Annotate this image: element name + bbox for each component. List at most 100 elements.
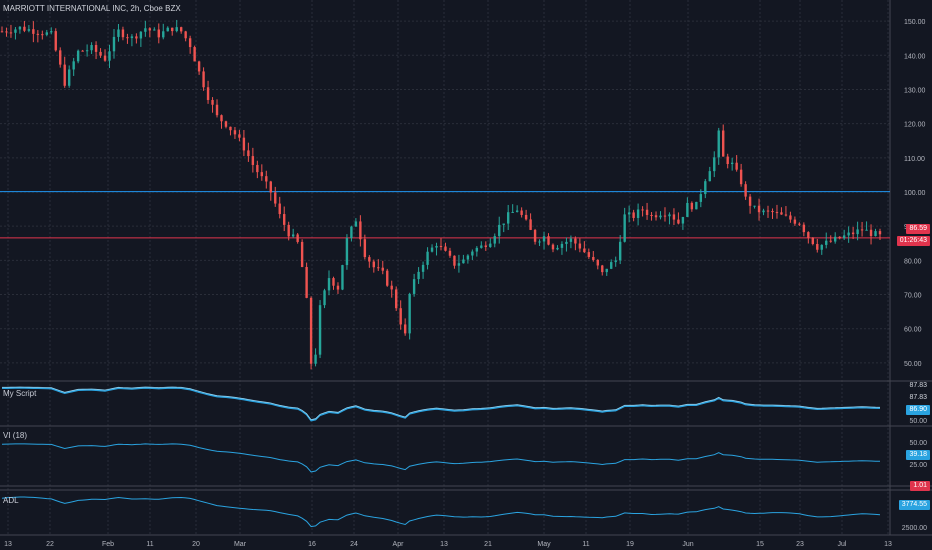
candle-body [327, 278, 331, 291]
candle-body [251, 156, 255, 165]
candle-body [90, 45, 93, 51]
candle-body [717, 130, 720, 158]
adl-line [1, 496, 881, 528]
candle-body [605, 268, 608, 273]
candle-body [265, 176, 268, 182]
candle-body [825, 240, 828, 245]
candle-body [847, 232, 850, 236]
candle-body [793, 219, 797, 224]
time-tick: Jun [682, 541, 693, 548]
candle-body [834, 236, 837, 242]
candle-body [197, 61, 201, 72]
candle-body [802, 224, 806, 233]
candle-body [162, 31, 165, 38]
candle-body [72, 61, 75, 70]
candle-body [744, 184, 747, 197]
candle-body [202, 71, 205, 88]
candle-body [699, 194, 703, 202]
candle-body [81, 50, 84, 52]
candle-body [668, 214, 671, 217]
candle-body [533, 229, 537, 242]
candle-body [296, 234, 299, 242]
candle-body [583, 248, 586, 253]
candle-body [283, 214, 286, 225]
candle-body [627, 212, 631, 215]
candle-body [188, 38, 192, 48]
candle-body [341, 265, 344, 290]
candle-body [408, 293, 411, 334]
time-tick: Apr [393, 541, 405, 548]
price-tick: 50.00 [904, 361, 922, 368]
candle-body [560, 243, 564, 248]
candle-body [179, 27, 183, 32]
candle-body [636, 209, 640, 218]
candle-body [865, 229, 868, 231]
candle-body [757, 205, 761, 213]
candle-body [439, 245, 443, 247]
vi-axis-tick-25: 25.00 [909, 462, 927, 469]
my-script-line-2 [2, 386, 881, 421]
price-tick: 120.00 [904, 122, 926, 129]
candle-body [377, 267, 380, 269]
candle-body [139, 31, 143, 39]
price-tick: 140.00 [904, 53, 926, 60]
candle-body [399, 308, 402, 325]
candle-body [511, 211, 514, 213]
candle-body [363, 239, 367, 258]
candle-body [713, 157, 716, 172]
candle-body [135, 36, 138, 39]
vi-axis-tick-50: 50.00 [909, 440, 927, 447]
candle-body [421, 264, 425, 272]
my-script-label: My Script [3, 389, 37, 398]
my-script-line-1 [2, 387, 881, 422]
time-tick: Mar [234, 541, 247, 548]
candle-body [842, 235, 846, 239]
candle-body [36, 33, 40, 35]
price-tick: 100.00 [904, 190, 926, 197]
candle-body [117, 29, 120, 37]
candle-body [54, 31, 57, 51]
time-tick: 15 [756, 541, 764, 548]
candle-body [126, 37, 129, 39]
candle-body [641, 209, 644, 211]
candle-body [242, 137, 246, 151]
candle-body [816, 243, 819, 250]
candle-body [874, 231, 877, 237]
time-tick: Feb [102, 541, 114, 548]
candle-body [556, 247, 559, 250]
candle-body [529, 219, 532, 230]
candle-body [59, 50, 62, 65]
candle-body [695, 201, 698, 210]
time-tick: 21 [484, 541, 492, 548]
price-tick: 80.00 [904, 258, 922, 265]
candle-body [520, 210, 523, 215]
time-tick: 13 [440, 541, 448, 548]
candle-body [144, 28, 147, 32]
chart-title: MARRIOTT INTERNATIONAL INC, 2h, Cboe BZX [3, 4, 181, 13]
time-tick: 11 [582, 541, 589, 548]
candle-body [403, 324, 407, 334]
candle-body [103, 55, 107, 61]
candle-body [726, 156, 729, 165]
candle-body [233, 130, 237, 135]
candle-body [730, 162, 734, 165]
candle-body [471, 251, 474, 256]
price-tick: 110.00 [904, 156, 925, 163]
candle-body [569, 238, 573, 242]
candle-body [426, 251, 429, 265]
candle-body [618, 241, 622, 261]
candle-body [430, 247, 434, 252]
candle-body [475, 247, 479, 252]
candle-body [287, 224, 290, 237]
candle-body [708, 171, 711, 182]
adl-tag: 3774.55 [898, 500, 930, 510]
candle-body [480, 245, 483, 248]
time-tick: 19 [626, 541, 634, 548]
candle-body [856, 229, 859, 235]
countdown-tag: 01:26:43 [896, 236, 930, 246]
candle-body [484, 245, 487, 248]
candle-body [368, 257, 371, 262]
candle-body [260, 172, 264, 177]
